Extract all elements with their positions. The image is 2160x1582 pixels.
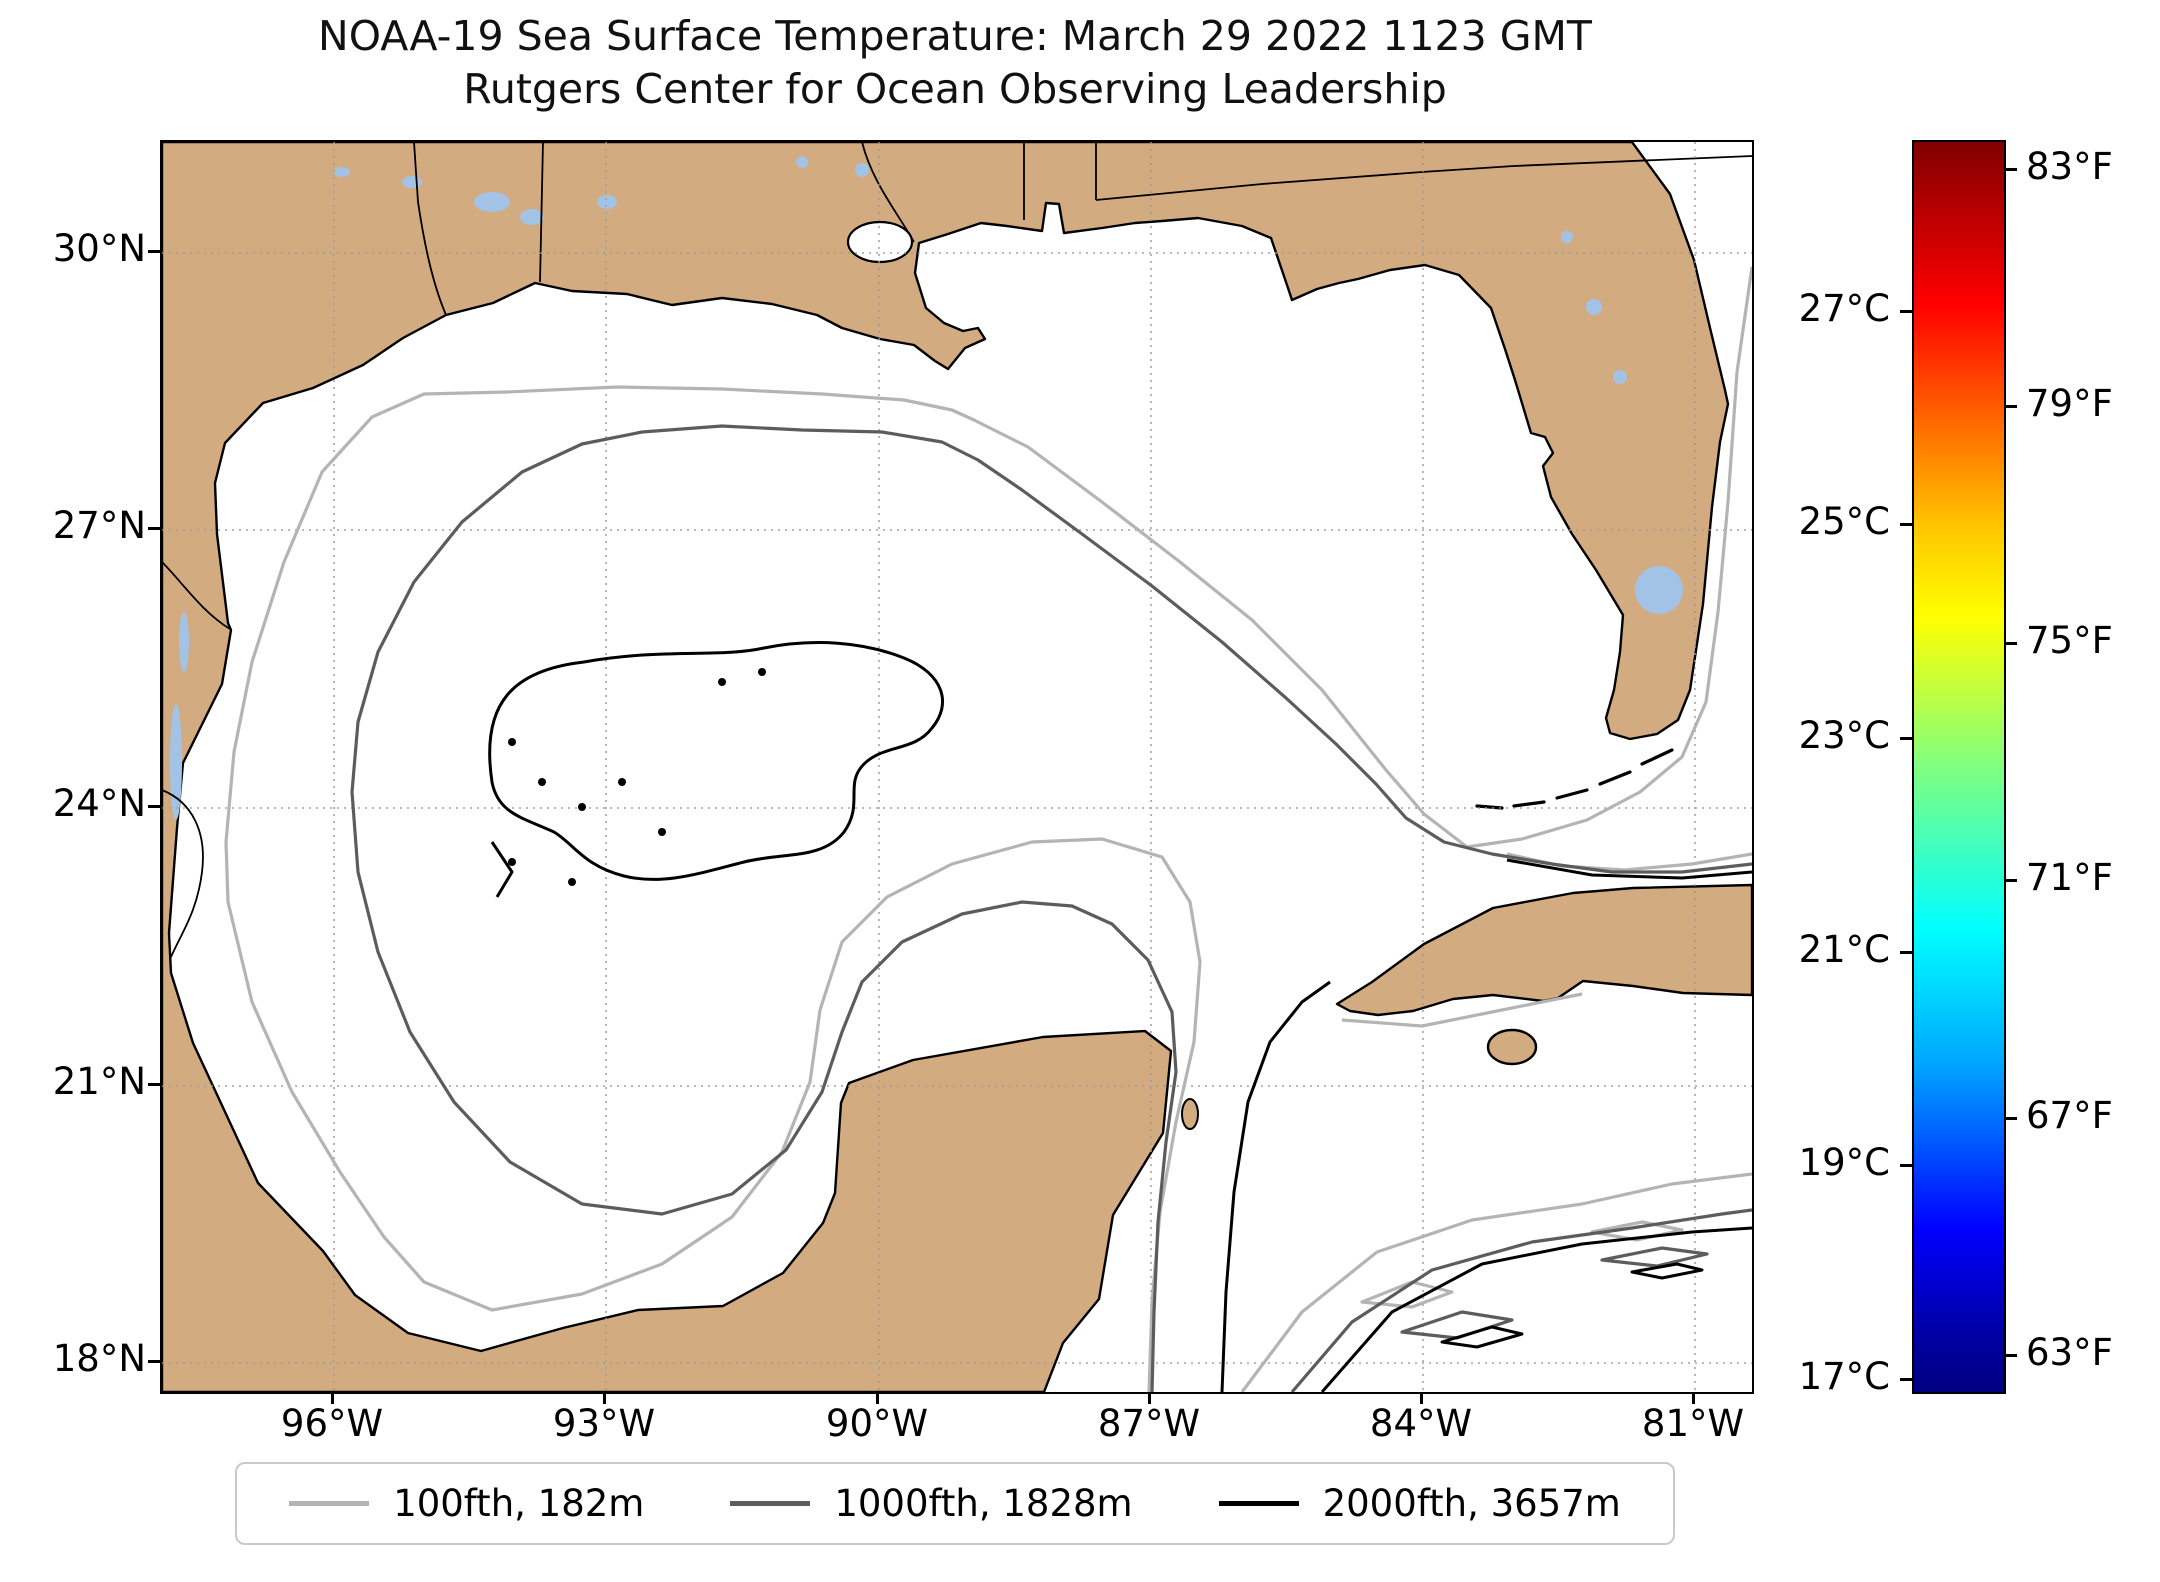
islands [1181,1098,1199,1130]
lat-tick-mark [148,250,160,253]
lat-tick-mark [148,1360,160,1363]
lon-tick-label: 87°W [1097,1402,1201,1445]
lon-tick-mark [1692,1392,1695,1404]
legend-box: 100fth, 182m 1000fth, 1828m 2000fth, 365… [235,1462,1675,1545]
legend-item-100fth: 100fth, 182m [289,1482,644,1525]
seamount-specks [508,668,766,886]
legend-line-1000fth [730,1501,811,1506]
lon-tick-mark [1420,1392,1423,1404]
lake-pontchartrain [846,220,914,264]
colorbar-fahrenheit-tick [2005,1354,2017,1357]
lon-tick-mark [603,1392,606,1404]
colorbar-celsius-label: 27°C [1798,287,1890,330]
legend-item-2000fth: 2000fth, 3657m [1218,1482,1621,1525]
lat-tick-label: 24°N [52,782,146,825]
colorbar-celsius-tick [1900,1378,1912,1381]
colorbar-fahrenheit-label: 83°F [2026,145,2113,188]
legend-line-2000fth [1218,1501,1299,1506]
lon-tick-label: 81°W [1641,1402,1745,1445]
borders-rivers [162,142,1752,958]
colorbar-fahrenheit-tick [2005,879,2017,882]
colorbar-fahrenheit-label: 71°F [2026,856,2113,899]
laguna-madre [170,704,182,820]
lon-tick-label: 96°W [280,1402,384,1445]
lon-tick-mark [876,1392,879,1404]
legend-label-100fth: 100fth, 182m [393,1482,645,1525]
land-cuba [1335,883,1752,1066]
cozumel-island [1181,1098,1199,1130]
lon-tick-label: 90°W [825,1402,929,1445]
lon-tick-mark [331,1392,334,1404]
legend-label-1000fth: 1000fth, 1828m [834,1482,1133,1525]
legend: 100fth, 182m 1000fth, 1828m 2000fth, 365… [160,1462,1750,1545]
lat-tick-mark [148,1083,160,1086]
lakes [170,156,1683,820]
colorbar-fahrenheit-label: 79°F [2026,382,2113,425]
colorbar-celsius-tick [1900,737,1912,740]
lake-okeechobee [1635,566,1683,614]
lat-tick-label: 30°N [52,227,146,270]
colorbar-fahrenheit-label: 75°F [2026,619,2113,662]
colorbar-celsius-label: 25°C [1798,500,1890,543]
colorbar-celsius-label: 23°C [1798,714,1890,757]
gulf-of-mexico-map [162,142,1752,1392]
colorbar-celsius-label: 21°C [1798,928,1890,971]
colorbar-celsius-tick [1900,523,1912,526]
gridlines [162,142,1752,1392]
bathymetry-contour-1000fth [350,424,1752,1392]
colorbar-fahrenheit-tick [2005,168,2017,171]
land-mainland [162,142,1730,1392]
legend-line-100fth [289,1501,370,1506]
lat-tick-mark [148,527,160,530]
colorbar-fahrenheit-label: 67°F [2026,1094,2113,1137]
lat-tick-label: 18°N [52,1337,146,1380]
lat-tick-label: 21°N [52,1060,146,1103]
colorbar-celsius-label: 19°C [1798,1141,1890,1184]
legend-item-1000fth: 1000fth, 1828m [730,1482,1133,1525]
plot-title-line2: Rutgers Center for Ocean Observing Leade… [463,65,1447,114]
bathymetry-contour-100fth [224,266,1752,1392]
isla-juventud-island [1486,1028,1538,1066]
florida-keys [1475,748,1674,810]
lon-tick-mark [1148,1392,1151,1404]
lat-tick-label: 27°N [52,504,146,547]
lon-tick-label: 84°W [1369,1402,1473,1445]
plot-title-line1: NOAA-19 Sea Surface Temperature: March 2… [318,12,1592,60]
colorbar-celsius-label: 17°C [1798,1355,1890,1398]
colorbar-fahrenheit-label: 63°F [2026,1331,2113,1374]
legend-label-2000fth: 2000fth, 3657m [1322,1482,1621,1525]
plot-title: NOAA-19 Sea Surface Temperature: March 2… [160,10,1750,117]
lat-tick-mark [148,805,160,808]
map-axes [160,140,1754,1394]
sst-colorbar [1912,140,2006,1394]
bathymetry-contour-2000fth [488,641,1752,1392]
colorbar-celsius-tick [1900,310,1912,313]
colorbar-fahrenheit-tick [2005,405,2017,408]
colorbar-celsius-tick [1900,951,1912,954]
colorbar-fahrenheit-tick [2005,1117,2017,1120]
lon-tick-label: 93°W [552,1402,656,1445]
colorbar-celsius-tick [1900,1164,1912,1167]
colorbar-fahrenheit-tick [2005,642,2017,645]
